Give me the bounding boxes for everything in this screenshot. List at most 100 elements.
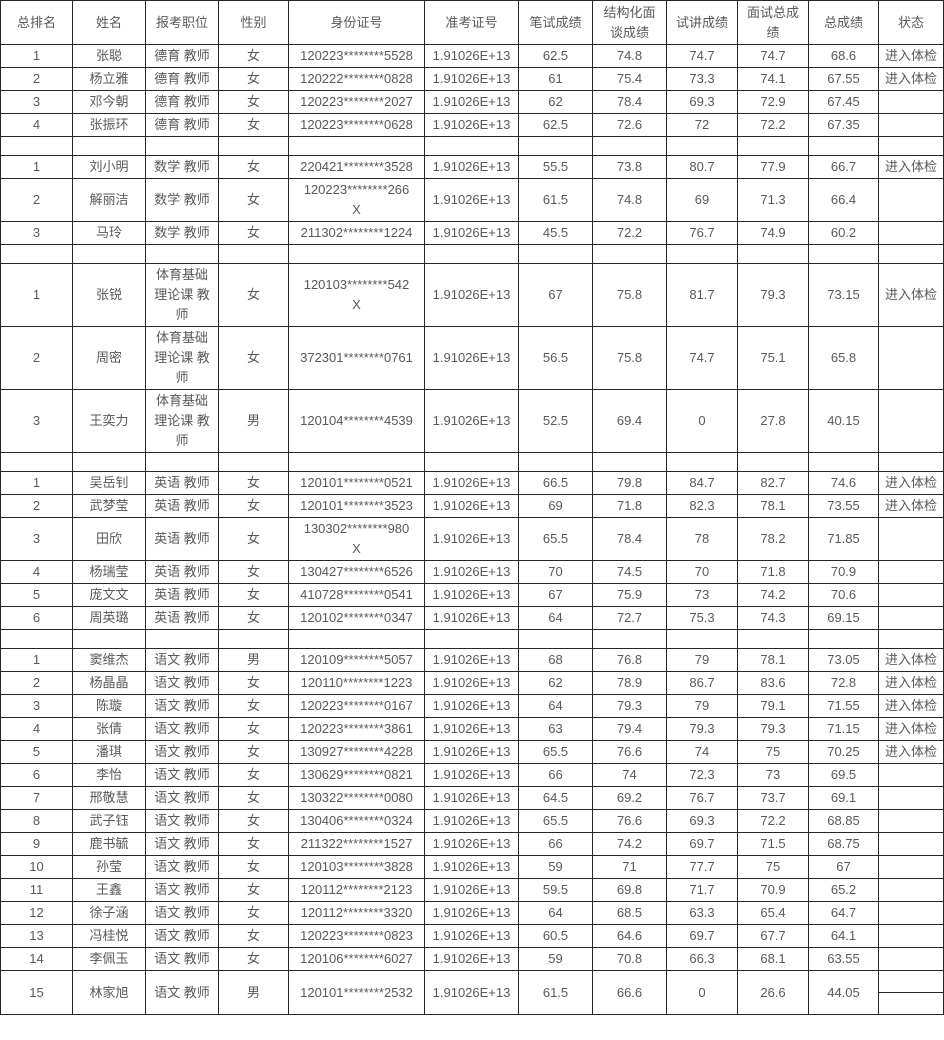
- separator-row: [0, 452, 944, 472]
- cell: 62.5: [518, 44, 593, 68]
- status-cell: [878, 855, 944, 879]
- table-row: 2 杨立雅 德育 教师女 120222********0828 1.91026E+13 6…: [0, 67, 944, 91]
- cell: 61.5: [518, 970, 593, 1015]
- cell: 刘小明: [72, 155, 146, 179]
- empty-cell: [592, 452, 667, 472]
- cell: 1.91026E+13: [424, 67, 519, 91]
- status-cell: [878, 221, 944, 245]
- cell: 76.6: [592, 809, 667, 833]
- cell: 120223********0823: [288, 924, 425, 948]
- cell: 张聪: [72, 44, 146, 68]
- cell: 72.2: [737, 809, 809, 833]
- table-row: 3 田欣 英语 教师女 130302********980 X 1.91026E+13 6…: [0, 517, 944, 561]
- cell: 11: [0, 878, 73, 902]
- cell: 5: [0, 740, 73, 764]
- cell: 4: [0, 113, 73, 137]
- cell: 26.6: [737, 970, 809, 1015]
- cell: 79: [666, 648, 738, 672]
- cell: 女: [218, 67, 289, 91]
- empty-cell: [72, 629, 146, 649]
- empty-cell: [666, 244, 738, 264]
- cell: 68.5: [592, 901, 667, 925]
- empty-cell: [592, 244, 667, 264]
- cell: 女: [218, 717, 289, 741]
- status-split-cell: [878, 970, 944, 1015]
- cell: 1.91026E+13: [424, 740, 519, 764]
- cell: 74.1: [737, 67, 809, 91]
- cell: 语文 教师: [145, 878, 219, 902]
- cell: 65.5: [518, 517, 593, 561]
- cell: 74.8: [592, 44, 667, 68]
- cell: 75.4: [592, 67, 667, 91]
- cell: 1: [0, 44, 73, 68]
- empty-cell: [72, 452, 146, 472]
- cell: 1.91026E+13: [424, 717, 519, 741]
- table-row: 2 周密 体育基础 理论课 教 师女 372301********0761 1.9102…: [0, 326, 944, 390]
- cell: 1.91026E+13: [424, 694, 519, 718]
- cell: 孙莹: [72, 855, 146, 879]
- cell: 211322********1527: [288, 832, 425, 856]
- cell: 372301********0761: [288, 326, 425, 390]
- status-subcell: [879, 972, 943, 993]
- cell: 66.5: [518, 471, 593, 495]
- cell: 女: [218, 671, 289, 695]
- cell: 62: [518, 671, 593, 695]
- status-cell: 进入体检: [878, 494, 944, 518]
- cell: 潘琪: [72, 740, 146, 764]
- cell: 130629********0821: [288, 763, 425, 787]
- cell: 69.4: [592, 389, 667, 453]
- cell: 81.7: [666, 263, 738, 327]
- cell: 语文 教师: [145, 671, 219, 695]
- empty-cell: [0, 629, 73, 649]
- status-cell: [878, 763, 944, 787]
- cell: 64.5: [518, 786, 593, 810]
- empty-cell: [666, 452, 738, 472]
- cell: 70.25: [808, 740, 879, 764]
- cell: 56.5: [518, 326, 593, 390]
- cell: 语文 教师: [145, 832, 219, 856]
- empty-cell: [145, 136, 219, 156]
- cell: 0: [666, 389, 738, 453]
- cell: 71.8: [737, 560, 809, 584]
- cell: 69.1: [808, 786, 879, 810]
- cell: 74.5: [592, 560, 667, 584]
- cell: 德育 教师: [145, 113, 219, 137]
- cell: 74.7: [666, 44, 738, 68]
- empty-cell: [518, 244, 593, 264]
- cell: 65.5: [518, 809, 593, 833]
- cell: 74.7: [666, 326, 738, 390]
- cell: 69.5: [808, 763, 879, 787]
- cell: 14: [0, 947, 73, 971]
- cell: 120223********0628: [288, 113, 425, 137]
- empty-cell: [737, 244, 809, 264]
- cell: 体育基础 理论课 教 师: [145, 389, 219, 453]
- cell: 74.6: [808, 471, 879, 495]
- status-cell: [878, 947, 944, 971]
- cell: 78.9: [592, 671, 667, 695]
- cell: 女: [218, 878, 289, 902]
- cell: 59: [518, 855, 593, 879]
- cell: 120112********2123: [288, 878, 425, 902]
- cell: 70.6: [808, 583, 879, 607]
- cell: 69.8: [592, 878, 667, 902]
- table-row: 3 马玲 数学 教师女 211302********1224 1.91026E+13 45…: [0, 221, 944, 245]
- cell: 1.91026E+13: [424, 560, 519, 584]
- cell: 76.7: [666, 221, 738, 245]
- empty-cell: [145, 629, 219, 649]
- separator-row: [0, 136, 944, 156]
- column-header: 结构化面 谈成绩: [592, 0, 667, 45]
- cell: 语文 教师: [145, 648, 219, 672]
- empty-cell: [218, 452, 289, 472]
- cell: 男: [218, 389, 289, 453]
- cell: 83.6: [737, 671, 809, 695]
- cell: 40.15: [808, 389, 879, 453]
- cell: 语文 教师: [145, 855, 219, 879]
- cell: 数学 教师: [145, 178, 219, 222]
- empty-cell: [424, 629, 519, 649]
- cell: 1.91026E+13: [424, 671, 519, 695]
- empty-cell: [288, 244, 425, 264]
- cell: 130302********980 X: [288, 517, 425, 561]
- cell: 66.6: [592, 970, 667, 1015]
- cell: 120223********3861: [288, 717, 425, 741]
- empty-cell: [518, 629, 593, 649]
